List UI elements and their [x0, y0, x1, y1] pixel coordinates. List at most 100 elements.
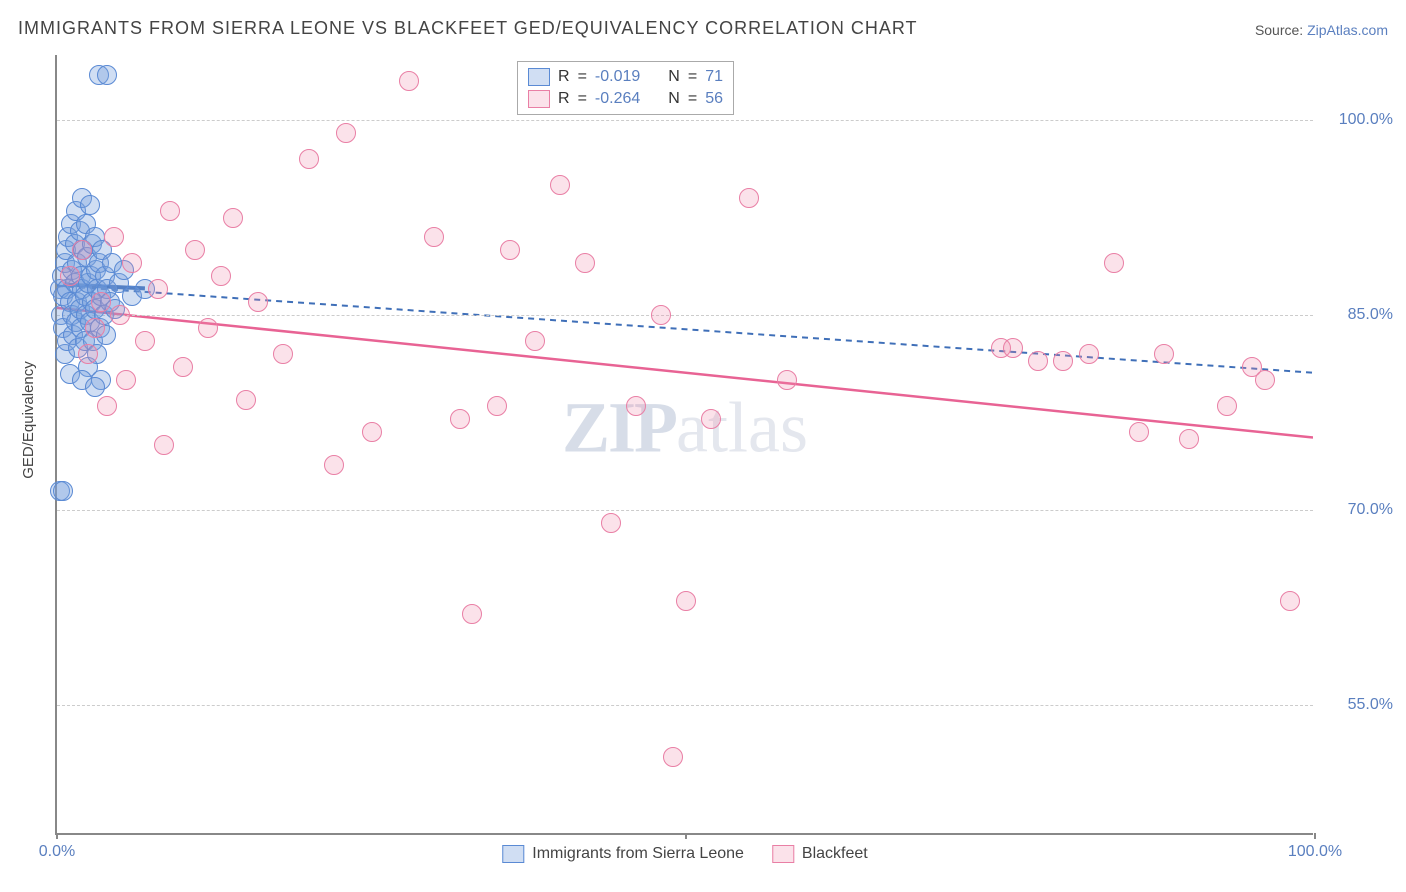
data-point-blackfeet	[424, 227, 444, 247]
data-point-blackfeet	[1179, 429, 1199, 449]
data-point-blackfeet	[72, 240, 92, 260]
legend-swatch-blackfeet-bottom	[772, 845, 794, 863]
watermark-thin: atlas	[676, 388, 808, 468]
scatter-plot-area: ZIPatlas R = -0.019 N = 71 R = -0.264 N …	[55, 55, 1313, 835]
data-point-blackfeet	[362, 422, 382, 442]
x-tick-label: 0.0%	[39, 843, 75, 861]
data-point-blackfeet	[1154, 344, 1174, 364]
legend-swatch-sierra-bottom	[502, 845, 524, 863]
legend-swatch-blackfeet	[528, 90, 550, 108]
equals-sign: =	[688, 90, 697, 108]
data-point-sierra	[97, 65, 117, 85]
data-point-blackfeet	[154, 435, 174, 455]
y-tick-label: 85.0%	[1321, 306, 1393, 324]
watermark: ZIPatlas	[562, 387, 808, 470]
correlation-legend: R = -0.019 N = 71 R = -0.264 N = 56	[517, 61, 734, 115]
data-point-blackfeet	[601, 513, 621, 533]
data-point-blackfeet	[336, 123, 356, 143]
trendlines-svg	[57, 55, 1313, 833]
data-point-blackfeet	[651, 305, 671, 325]
chart-title: IMMIGRANTS FROM SIERRA LEONE VS BLACKFEE…	[18, 18, 918, 39]
n-label: N	[668, 68, 680, 86]
data-point-blackfeet	[1255, 370, 1275, 390]
gridline-h	[57, 705, 1313, 706]
data-point-blackfeet	[324, 455, 344, 475]
data-point-blackfeet	[97, 396, 117, 416]
data-point-blackfeet	[60, 266, 80, 286]
data-point-blackfeet	[1104, 253, 1124, 273]
data-point-blackfeet	[525, 331, 545, 351]
data-point-blackfeet	[575, 253, 595, 273]
legend-label-sierra: Immigrants from Sierra Leone	[532, 845, 744, 863]
gridline-h	[57, 120, 1313, 121]
data-point-sierra	[80, 195, 100, 215]
data-point-blackfeet	[777, 370, 797, 390]
data-point-blackfeet	[91, 292, 111, 312]
data-point-sierra	[53, 481, 73, 501]
data-point-blackfeet	[116, 370, 136, 390]
legend-swatch-sierra	[528, 68, 550, 86]
data-point-blackfeet	[701, 409, 721, 429]
r-label: R	[558, 68, 570, 86]
data-point-blackfeet	[1003, 338, 1023, 358]
data-point-blackfeet	[122, 253, 142, 273]
gridline-h	[57, 315, 1313, 316]
data-point-blackfeet	[500, 240, 520, 260]
x-tick-mark	[56, 833, 58, 839]
data-point-blackfeet	[211, 266, 231, 286]
data-point-blackfeet	[110, 305, 130, 325]
legend-label-blackfeet: Blackfeet	[802, 845, 868, 863]
data-point-blackfeet	[236, 390, 256, 410]
data-point-blackfeet	[185, 240, 205, 260]
legend-item-blackfeet: Blackfeet	[772, 845, 868, 863]
data-point-sierra	[85, 377, 105, 397]
data-point-blackfeet	[1280, 591, 1300, 611]
data-point-blackfeet	[273, 344, 293, 364]
r-label: R	[558, 90, 570, 108]
n-label: N	[668, 90, 680, 108]
data-point-blackfeet	[487, 396, 507, 416]
equals-sign: =	[578, 68, 587, 86]
data-point-blackfeet	[626, 396, 646, 416]
data-point-blackfeet	[135, 331, 155, 351]
watermark-bold: ZIP	[562, 388, 676, 468]
data-point-blackfeet	[462, 604, 482, 624]
legend-item-sierra: Immigrants from Sierra Leone	[502, 845, 744, 863]
trendline-sierra	[57, 286, 1313, 373]
gridline-h	[57, 510, 1313, 511]
n-value-blackfeet: 56	[705, 90, 723, 108]
data-point-blackfeet	[450, 409, 470, 429]
data-point-blackfeet	[299, 149, 319, 169]
data-point-blackfeet	[248, 292, 268, 312]
r-value-blackfeet: -0.264	[595, 90, 640, 108]
x-tick-mark	[1314, 833, 1316, 839]
data-point-blackfeet	[78, 344, 98, 364]
data-point-blackfeet	[223, 208, 243, 228]
data-point-blackfeet	[663, 747, 683, 767]
data-point-blackfeet	[198, 318, 218, 338]
trendline-blackfeet	[57, 308, 1313, 438]
source-attribution: Source: ZipAtlas.com	[1255, 22, 1388, 38]
data-point-blackfeet	[160, 201, 180, 221]
data-point-blackfeet	[1079, 344, 1099, 364]
source-value: ZipAtlas.com	[1307, 22, 1388, 38]
equals-sign: =	[578, 90, 587, 108]
data-point-blackfeet	[1129, 422, 1149, 442]
data-point-blackfeet	[1028, 351, 1048, 371]
series-legend: Immigrants from Sierra Leone Blackfeet	[502, 845, 867, 863]
equals-sign: =	[688, 68, 697, 86]
x-tick-label: 100.0%	[1288, 843, 1342, 861]
data-point-blackfeet	[148, 279, 168, 299]
data-point-blackfeet	[399, 71, 419, 91]
r-value-sierra: -0.019	[595, 68, 640, 86]
x-tick-mark	[685, 833, 687, 839]
data-point-blackfeet	[1217, 396, 1237, 416]
data-point-blackfeet	[173, 357, 193, 377]
data-point-blackfeet	[85, 318, 105, 338]
legend-row-sierra: R = -0.019 N = 71	[528, 66, 723, 88]
data-point-blackfeet	[676, 591, 696, 611]
data-point-blackfeet	[739, 188, 759, 208]
y-tick-label: 100.0%	[1321, 111, 1393, 129]
y-tick-label: 70.0%	[1321, 501, 1393, 519]
data-point-blackfeet	[1053, 351, 1073, 371]
